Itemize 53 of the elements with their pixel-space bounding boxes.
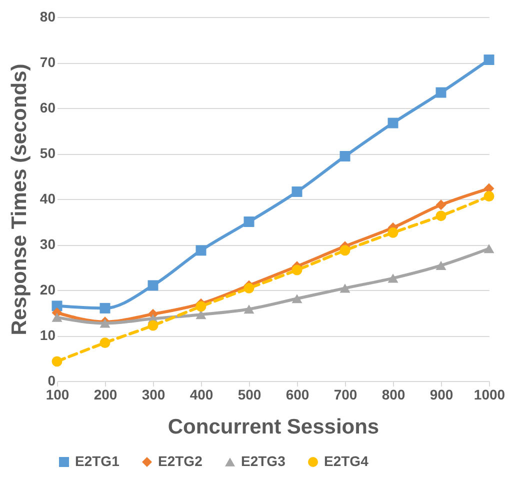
point (484, 191, 494, 202)
x-tick-label: 600 (286, 386, 310, 402)
point (388, 227, 398, 238)
legend-label: E2TG4 (324, 453, 369, 469)
point (244, 304, 254, 314)
y-tick-label: 20 (40, 282, 56, 298)
y-tick-label: 70 (40, 54, 56, 70)
x-tick-label: 900 (430, 386, 454, 402)
x-tick-label: 500 (238, 386, 262, 402)
legend-label: E2TG1 (75, 453, 120, 469)
point (436, 260, 446, 270)
point (292, 294, 302, 304)
point (340, 284, 350, 293)
point (196, 301, 206, 312)
point (196, 310, 206, 320)
point (484, 54, 494, 66)
y-tick-label: 80 (40, 8, 56, 24)
point (484, 244, 494, 254)
point (244, 282, 254, 294)
y-tick-label: 0 (48, 372, 56, 388)
legend-label: E2TG2 (158, 453, 203, 469)
point (52, 356, 62, 367)
point (340, 245, 350, 256)
point (388, 118, 398, 128)
point (292, 186, 302, 197)
point (148, 280, 158, 291)
point (196, 245, 206, 256)
point (100, 302, 110, 314)
point (436, 210, 446, 222)
x-tick-label: 1000 (474, 386, 506, 402)
y-tick-label: 30 (40, 236, 56, 252)
point (436, 200, 446, 210)
x-tick-label: 300 (142, 386, 166, 402)
point (244, 216, 254, 227)
x-tick-label: 200 (94, 386, 118, 402)
x-tick-label: 700 (334, 386, 358, 402)
y-axis-title: Response Times (seconds) (8, 64, 31, 336)
point (292, 264, 302, 276)
point (340, 150, 350, 162)
x-tick-label: 100 (46, 386, 70, 402)
y-tick-label: 10 (40, 327, 56, 343)
y-tick-label: 60 (40, 100, 56, 116)
x-axis-title: Concurrent Sessions (168, 416, 380, 438)
point (100, 338, 110, 348)
point (388, 274, 398, 283)
point (52, 312, 62, 322)
y-tick-label: 40 (40, 190, 56, 206)
x-tick-label: 400 (190, 386, 214, 402)
point (148, 320, 158, 331)
legend-label: E2TG3 (241, 453, 286, 469)
x-tick-label: 800 (382, 386, 406, 402)
y-tick-label: 50 (40, 145, 56, 161)
point (436, 87, 446, 98)
